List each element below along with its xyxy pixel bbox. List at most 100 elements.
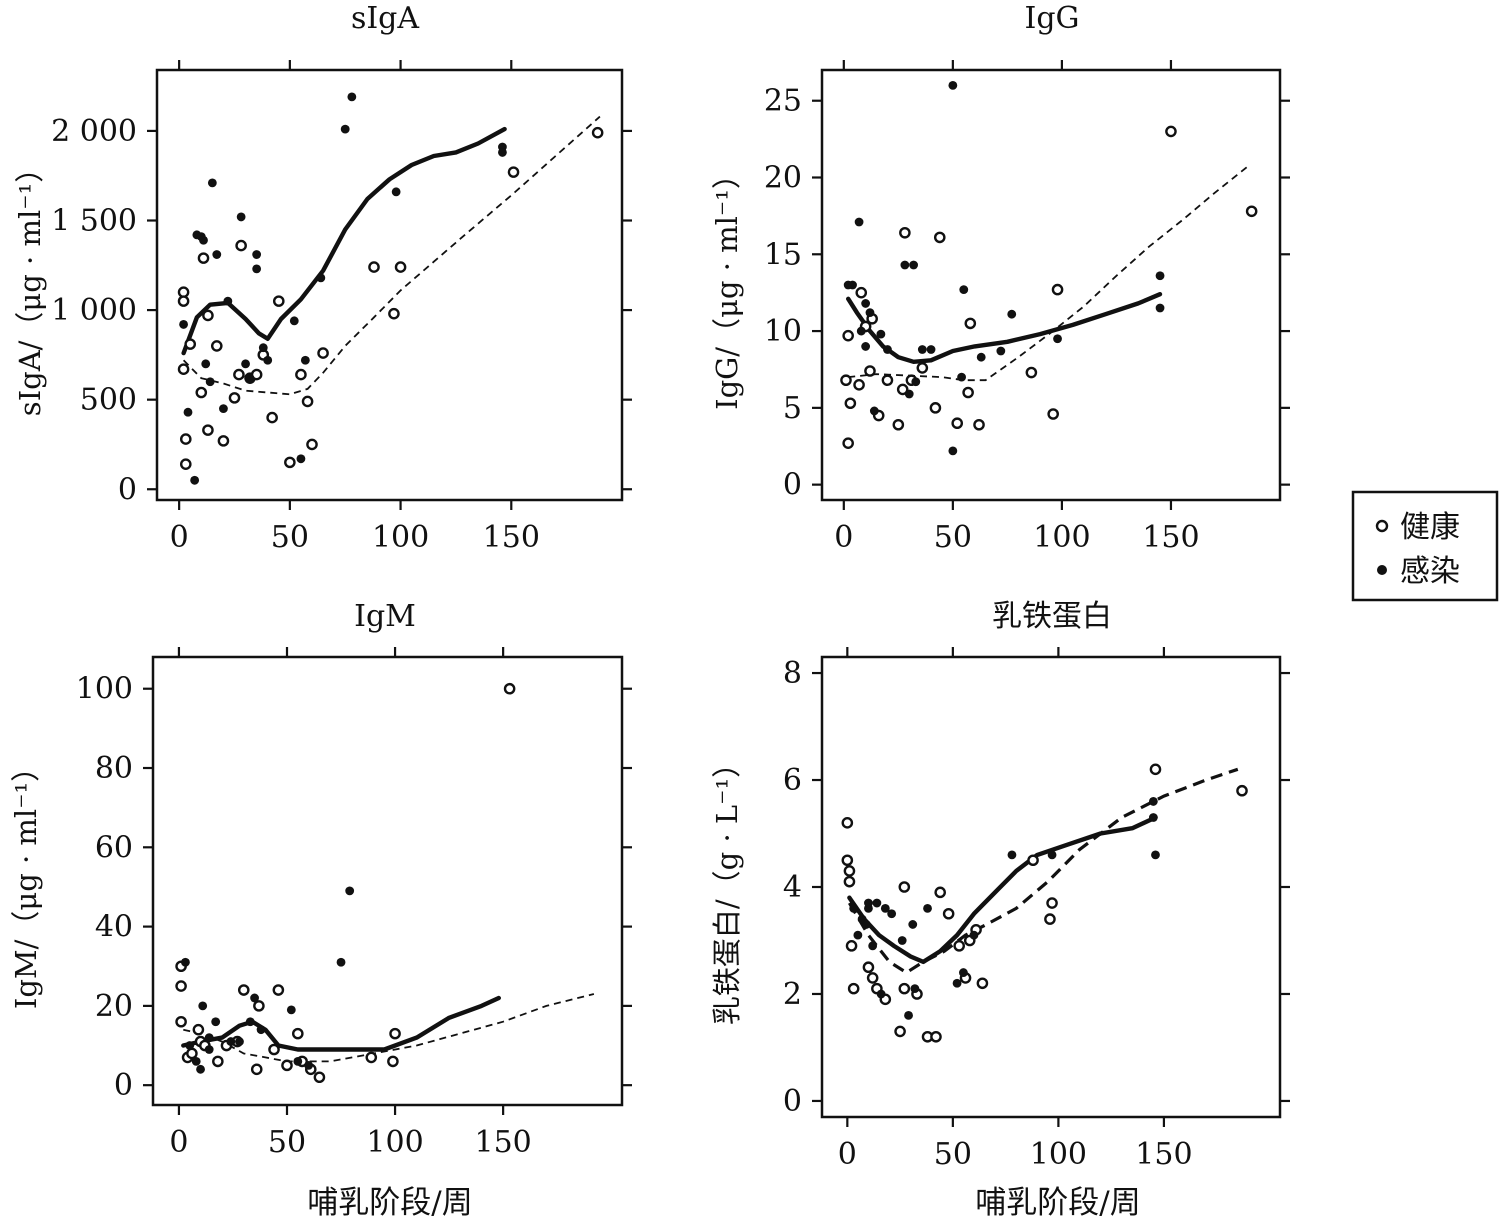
point-infected xyxy=(868,941,878,951)
point-infected xyxy=(909,260,918,270)
point-healthy xyxy=(866,972,879,984)
point-infected xyxy=(872,898,882,908)
y-tick-label: 0 xyxy=(114,1068,133,1103)
panel-title: 乳铁蛋白 xyxy=(992,599,1112,634)
point-infected xyxy=(204,1033,214,1043)
point-infected xyxy=(976,352,986,362)
point-infected xyxy=(1007,309,1017,319)
point-healthy xyxy=(841,854,854,867)
point-infected xyxy=(179,320,188,329)
point-infected xyxy=(1155,271,1165,281)
point-healthy xyxy=(237,984,250,996)
y-tick-label: 1 500 xyxy=(51,204,137,239)
point-healthy xyxy=(1165,125,1177,138)
point-healthy xyxy=(951,417,964,430)
point-infected xyxy=(336,957,346,967)
point-healthy xyxy=(1025,366,1038,379)
point-healthy xyxy=(295,368,307,381)
point-healthy xyxy=(1046,897,1058,909)
point-healthy xyxy=(317,347,329,359)
point-infected xyxy=(245,1017,255,1027)
point-healthy xyxy=(175,1015,187,1028)
point-healthy xyxy=(842,437,854,449)
point-healthy xyxy=(591,126,604,139)
y-tick-label: 10 xyxy=(764,314,802,349)
point-healthy xyxy=(365,1051,378,1064)
panel-title: IgM xyxy=(354,599,416,634)
point-healthy xyxy=(192,1023,205,1036)
point-infected xyxy=(861,342,871,351)
point-healthy xyxy=(844,397,857,410)
point-healthy xyxy=(881,374,894,387)
point-infected xyxy=(286,1005,296,1015)
point-infected xyxy=(304,1060,314,1070)
point-infected xyxy=(904,1010,913,1020)
y-tick-label: 500 xyxy=(80,383,137,418)
y-tick-label: 1 000 xyxy=(51,293,137,328)
point-healthy xyxy=(942,907,955,920)
point-healthy xyxy=(313,1071,326,1084)
point-infected xyxy=(969,930,979,940)
point-infected xyxy=(289,316,299,326)
point-infected xyxy=(258,343,268,353)
point-healthy xyxy=(1044,913,1056,925)
point-infected xyxy=(256,1025,266,1035)
x-tick-label: 150 xyxy=(474,1125,531,1160)
point-infected xyxy=(880,903,890,913)
point-healthy xyxy=(898,982,911,995)
point-healthy xyxy=(250,1063,263,1076)
point-infected xyxy=(911,377,921,387)
panel-igm: IgM IgM/（μg · ml⁻¹） 0 50 100 150 0 20 40 60 80 100 xyxy=(9,599,632,1160)
point-infected xyxy=(391,187,401,197)
point-healthy xyxy=(1245,205,1258,218)
point-infected xyxy=(952,978,962,988)
legend-box xyxy=(1351,490,1499,602)
point-healthy xyxy=(862,961,875,974)
point-healthy xyxy=(1051,283,1064,296)
point-healthy xyxy=(892,418,905,431)
point-infected xyxy=(219,404,228,414)
point-healthy xyxy=(929,402,942,414)
point-infected xyxy=(854,217,864,227)
point-healthy xyxy=(507,166,520,178)
point-healthy xyxy=(930,1030,942,1043)
point-healthy xyxy=(266,411,278,424)
point-infected xyxy=(861,299,871,308)
y-axis-label: 乳铁蛋白/（g · L⁻¹） xyxy=(710,749,744,1025)
point-infected xyxy=(959,968,968,977)
point-infected xyxy=(293,1056,303,1066)
point-infected xyxy=(263,355,273,365)
point-healthy xyxy=(177,295,190,307)
point-healthy xyxy=(843,875,856,888)
point-healthy xyxy=(845,940,858,952)
y-axis-label: sIgA/（μg · ml⁻¹） xyxy=(13,154,47,416)
point-healthy xyxy=(855,286,868,299)
point-infected xyxy=(887,909,897,919)
smooth-line-healthy xyxy=(848,166,1248,382)
y-tick-label: 5 xyxy=(783,391,802,426)
y-tick-label: 2 000 xyxy=(51,114,137,149)
y-tick-label: 0 xyxy=(118,472,137,507)
point-healthy xyxy=(976,977,989,990)
smooth-line-healthy xyxy=(182,115,601,396)
point-infected xyxy=(1155,303,1165,313)
point-healthy xyxy=(235,239,247,252)
point-infected xyxy=(864,898,873,908)
point-infected xyxy=(861,920,871,929)
y-axis-label: IgG/（μg · ml⁻¹） xyxy=(710,160,744,410)
point-healthy xyxy=(175,980,187,992)
point-healthy xyxy=(272,295,285,307)
point-infected xyxy=(865,308,875,318)
point-infected xyxy=(235,1037,244,1046)
smooth-line-infected xyxy=(846,292,1163,364)
point-infected xyxy=(252,250,262,259)
x-tick-label: 150 xyxy=(483,520,540,555)
point-healthy xyxy=(233,368,245,381)
point-infected xyxy=(347,92,357,102)
point-healthy xyxy=(301,395,314,408)
point-infected xyxy=(869,406,879,416)
point-healthy xyxy=(853,379,865,391)
y-tick-label: 25 xyxy=(764,84,802,119)
point-healthy xyxy=(228,392,241,404)
point-infected xyxy=(199,235,208,245)
